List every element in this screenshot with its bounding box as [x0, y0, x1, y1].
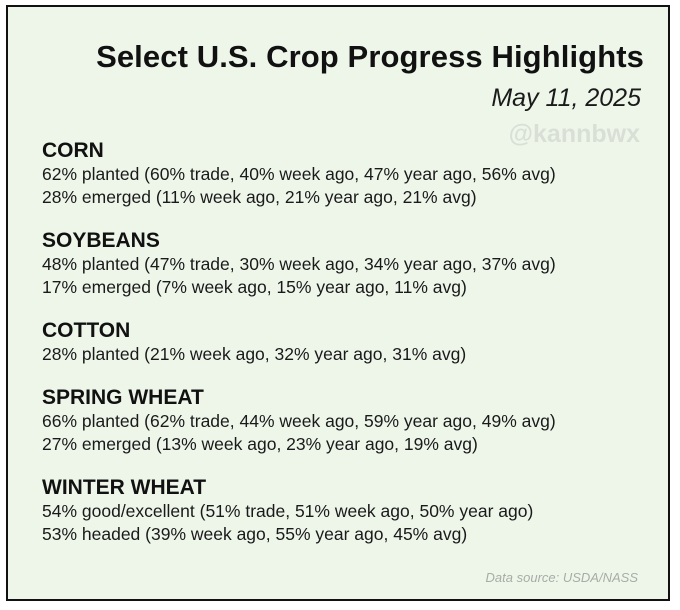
- section-line: 66% planted (62% trade, 44% week ago, 59…: [42, 411, 556, 431]
- section-spring-wheat: SPRING WHEAT 66% planted (62% trade, 44%…: [42, 386, 662, 456]
- section-soybeans: SOYBEANS 48% planted (47% trade, 30% wee…: [42, 229, 662, 299]
- section-title: COTTON: [42, 319, 131, 342]
- crop-sections: CORN 62% planted (60% trade, 40% week ag…: [42, 139, 662, 566]
- watermark-handle: @kannbwx: [508, 120, 640, 148]
- section-line: 62% planted (60% trade, 40% week ago, 47…: [42, 164, 556, 184]
- report-date: May 11, 2025: [491, 84, 641, 112]
- section-title: SOYBEANS: [42, 229, 160, 252]
- section-title: WINTER WHEAT: [42, 476, 207, 499]
- section-winter-wheat: WINTER WHEAT 54% good/excellent (51% tra…: [42, 476, 662, 546]
- section-cotton: COTTON 28% planted (21% week ago, 32% ye…: [42, 319, 662, 366]
- crop-progress-card: Select U.S. Crop Progress Highlights May…: [6, 5, 670, 601]
- section-title: SPRING WHEAT: [42, 386, 204, 409]
- section-line: 48% planted (47% trade, 30% week ago, 34…: [42, 254, 556, 274]
- section-line: 53% headed (39% week ago, 55% year ago, …: [42, 524, 468, 544]
- section-corn: CORN 62% planted (60% trade, 40% week ag…: [42, 139, 662, 209]
- section-line: 54% good/excellent (51% trade, 51% week …: [42, 501, 534, 521]
- section-line: 27% emerged (13% week ago, 23% year ago,…: [42, 434, 478, 454]
- section-line: 28% emerged (11% week ago, 21% year ago,…: [42, 187, 477, 207]
- section-line: 28% planted (21% week ago, 32% year ago,…: [42, 344, 467, 364]
- data-source-note: Data source: USDA/NASS: [485, 570, 638, 585]
- section-line: 17% emerged (7% week ago, 15% year ago, …: [42, 277, 467, 297]
- page-title: Select U.S. Crop Progress Highlights: [96, 39, 644, 74]
- section-title: CORN: [42, 139, 104, 162]
